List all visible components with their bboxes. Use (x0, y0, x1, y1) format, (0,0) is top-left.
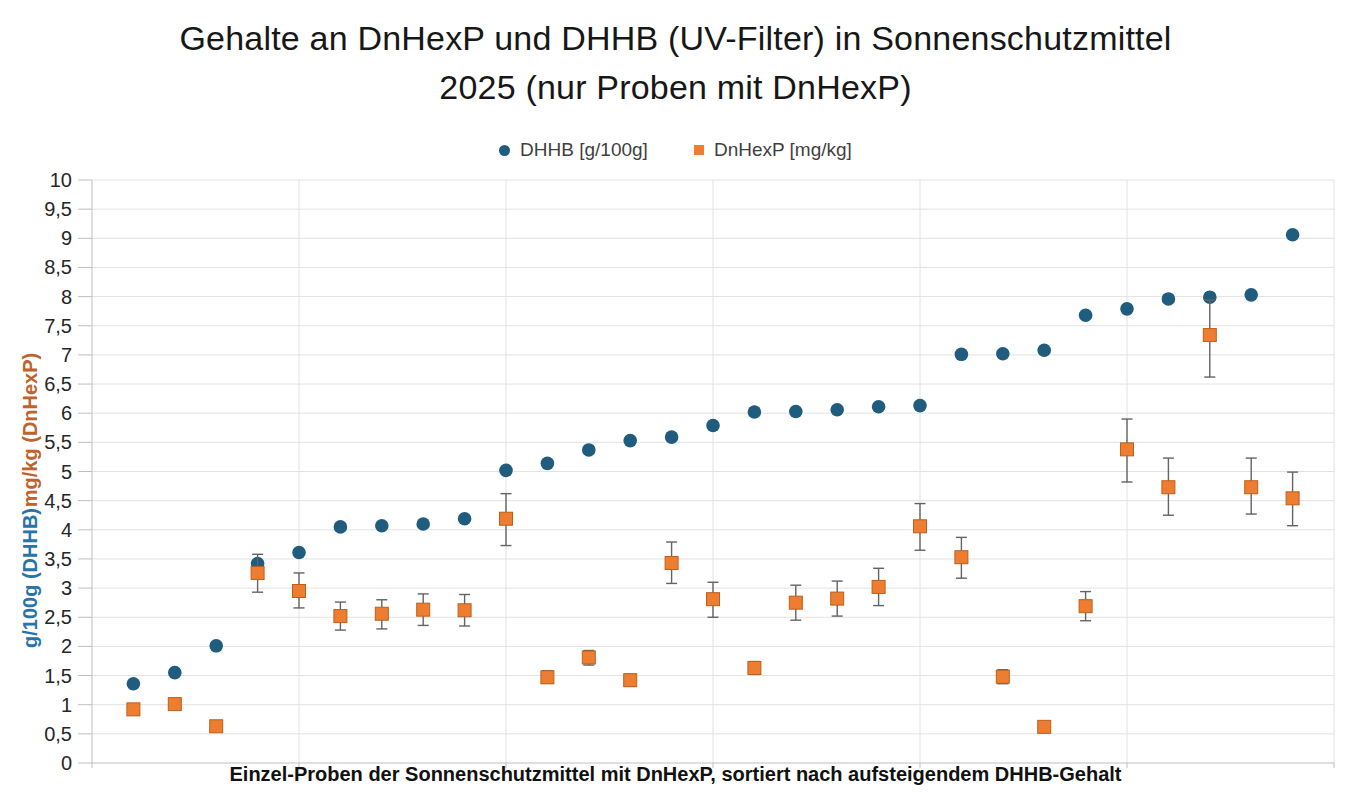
y-tick-label: 7,5 (44, 315, 72, 337)
data-point-dnhexp (1286, 492, 1299, 505)
data-point-dhhb (541, 457, 555, 471)
y-tick-label: 5 (61, 461, 72, 483)
data-point-dnhexp (1203, 329, 1216, 342)
y-tick-label: 6 (61, 402, 72, 424)
data-point-dnhexp (458, 604, 471, 617)
y-tick-label: 0,5 (44, 723, 72, 745)
data-point-dhhb (1286, 228, 1300, 242)
data-point-dhhb (623, 434, 637, 448)
data-point-dhhb (458, 512, 472, 526)
y-tick-label: 4 (61, 519, 72, 541)
y-tick-label: 1 (61, 694, 72, 716)
y-tick-label: 8 (61, 286, 72, 308)
data-point-dhhb (665, 430, 679, 444)
data-point-dhhb (1037, 343, 1051, 357)
data-point-dhhb (872, 400, 886, 414)
data-point-dnhexp (789, 596, 802, 609)
data-point-dnhexp (748, 661, 761, 674)
y-tick-label: 8,5 (44, 256, 72, 278)
data-point-dhhb (375, 519, 389, 533)
data-point-dnhexp (127, 703, 140, 716)
y-tick-label: 2 (61, 635, 72, 657)
data-point-dnhexp (1038, 720, 1051, 733)
x-axis-caption: Einzel-Proben der Sonnenschutzmittel mit… (0, 763, 1351, 786)
y-tick-label: 7 (61, 344, 72, 366)
data-point-dhhb (292, 546, 306, 560)
data-point-dnhexp (996, 670, 1009, 683)
data-point-dnhexp (334, 610, 347, 623)
data-point-dhhb (996, 347, 1010, 361)
data-point-dhhb (334, 520, 348, 534)
data-point-dhhb (127, 677, 141, 691)
y-tick-label: 3,5 (44, 548, 72, 570)
data-point-dnhexp (251, 566, 264, 579)
data-point-dhhb (789, 405, 803, 419)
plot-area: 00,511,522,533,544,555,566,577,588,599,5… (0, 0, 1351, 810)
data-point-dnhexp (582, 651, 595, 664)
y-tick-label: 10 (50, 169, 72, 191)
data-point-dnhexp (1079, 600, 1092, 613)
data-point-dhhb (913, 399, 927, 413)
data-point-dnhexp (210, 720, 223, 733)
data-point-dnhexp (293, 585, 306, 598)
data-point-dnhexp (914, 520, 927, 533)
data-point-dnhexp (168, 698, 181, 711)
data-point-dhhb (955, 348, 969, 362)
data-point-dhhb (1079, 308, 1093, 322)
data-point-dhhb (748, 405, 762, 419)
y-tick-label: 2,5 (44, 606, 72, 628)
chart-canvas: Gehalte an DnHexP und DHHB (UV-Filter) i… (0, 0, 1351, 810)
data-point-dnhexp (955, 551, 968, 564)
y-tick-label: 9 (61, 227, 72, 249)
y-tick-label: 9,5 (44, 198, 72, 220)
data-point-dnhexp (1121, 443, 1134, 456)
data-point-dnhexp (707, 593, 720, 606)
y-tick-label: 1,5 (44, 665, 72, 687)
data-point-dhhb (582, 443, 596, 457)
data-point-dhhb (1244, 288, 1258, 302)
data-point-dnhexp (417, 603, 430, 616)
data-point-dhhb (209, 639, 223, 653)
y-tick-label: 6,5 (44, 373, 72, 395)
data-point-dnhexp (375, 607, 388, 620)
y-tick-label: 4,5 (44, 490, 72, 512)
data-point-dhhb (416, 517, 430, 531)
data-point-dnhexp (541, 671, 554, 684)
data-point-dhhb (168, 666, 182, 680)
data-point-dhhb (499, 464, 513, 478)
data-point-dhhb (1162, 292, 1176, 306)
data-point-dhhb (1120, 302, 1134, 316)
data-point-dnhexp (831, 592, 844, 605)
y-tick-label: 5,5 (44, 431, 72, 453)
data-point-dnhexp (872, 580, 885, 593)
data-point-dnhexp (1245, 481, 1258, 494)
data-point-dhhb (830, 403, 844, 417)
data-point-dnhexp (1162, 481, 1175, 494)
data-point-dnhexp (500, 512, 513, 525)
data-point-dnhexp (665, 557, 678, 570)
data-point-dnhexp (624, 674, 637, 687)
y-tick-label: 3 (61, 577, 72, 599)
data-point-dhhb (706, 419, 720, 433)
